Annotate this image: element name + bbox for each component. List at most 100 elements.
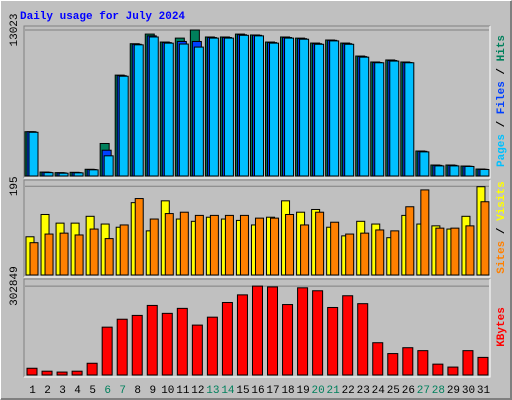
bar bbox=[179, 211, 189, 276]
x-tick-label: 13 bbox=[206, 385, 219, 397]
x-tick-label: 19 bbox=[296, 385, 309, 397]
x-tick-label: 17 bbox=[266, 385, 279, 397]
bar bbox=[269, 42, 280, 177]
bar bbox=[360, 232, 370, 276]
bar bbox=[315, 211, 325, 276]
legend: KBytes bbox=[496, 307, 508, 347]
x-tick-label: 11 bbox=[176, 385, 190, 397]
bar bbox=[390, 230, 400, 276]
x-tick-label: 29 bbox=[447, 385, 460, 397]
chart-title: Daily usage for July 2024 bbox=[20, 11, 185, 23]
bar bbox=[59, 232, 69, 276]
bar bbox=[359, 56, 370, 177]
bar bbox=[161, 312, 173, 376]
x-tick-label: 30 bbox=[462, 385, 475, 397]
legend-entry: Visits bbox=[496, 181, 508, 221]
bar bbox=[312, 290, 324, 376]
bar bbox=[118, 75, 129, 177]
bar bbox=[297, 287, 309, 376]
bar bbox=[329, 40, 340, 177]
bar bbox=[88, 169, 99, 177]
x-tick-label: 6 bbox=[104, 385, 111, 397]
legend-separator: / bbox=[496, 221, 508, 241]
x-tick-label: 27 bbox=[417, 385, 430, 397]
bar bbox=[146, 304, 158, 376]
bar bbox=[253, 35, 264, 177]
bar bbox=[251, 285, 263, 376]
plot-bevel-light bbox=[24, 180, 491, 278]
bar bbox=[402, 347, 414, 376]
bar bbox=[131, 314, 143, 376]
bar bbox=[239, 214, 249, 276]
legend-entry: KBytes bbox=[496, 307, 508, 347]
bar bbox=[133, 44, 144, 177]
bar bbox=[43, 172, 54, 177]
bar bbox=[238, 34, 249, 177]
x-tick-label: 25 bbox=[387, 385, 400, 397]
bar bbox=[28, 131, 39, 177]
bar bbox=[342, 295, 354, 376]
bar bbox=[270, 217, 280, 276]
bar bbox=[449, 165, 460, 177]
bar bbox=[300, 224, 310, 276]
bar bbox=[209, 214, 219, 276]
bar bbox=[44, 233, 54, 276]
bar bbox=[447, 366, 459, 376]
bar bbox=[134, 198, 144, 276]
bar bbox=[104, 238, 114, 276]
bar bbox=[74, 234, 84, 276]
bar bbox=[480, 201, 490, 276]
bar bbox=[89, 228, 99, 276]
plot-bevel-dark bbox=[23, 278, 490, 377]
bar bbox=[327, 306, 339, 376]
bar bbox=[375, 229, 385, 276]
x-tick-label: 26 bbox=[402, 385, 415, 397]
bar bbox=[236, 294, 248, 376]
bar bbox=[387, 353, 399, 376]
bar bbox=[314, 43, 325, 177]
legend: Sites / Visits bbox=[496, 181, 508, 273]
bar bbox=[223, 37, 234, 177]
x-tick-label: 22 bbox=[342, 385, 355, 397]
bar bbox=[357, 303, 369, 376]
bar bbox=[178, 43, 189, 177]
x-tick-label: 8 bbox=[134, 385, 141, 397]
x-tick-label: 20 bbox=[312, 385, 325, 397]
x-tick-label: 21 bbox=[327, 385, 341, 397]
bar bbox=[344, 43, 355, 177]
bar bbox=[73, 172, 84, 177]
x-tick-label: 2 bbox=[44, 385, 51, 397]
bar bbox=[434, 165, 445, 177]
bar bbox=[282, 304, 294, 376]
plot-bevel-dark bbox=[23, 179, 490, 277]
bar bbox=[389, 60, 400, 177]
x-tick-label: 12 bbox=[191, 385, 204, 397]
x-tick-label: 24 bbox=[372, 385, 386, 397]
bar bbox=[224, 214, 234, 276]
bar bbox=[299, 38, 310, 177]
x-tick-label: 10 bbox=[161, 385, 174, 397]
bar bbox=[405, 206, 415, 276]
x-tick-label: 15 bbox=[236, 385, 249, 397]
bar bbox=[163, 42, 174, 177]
bar bbox=[419, 151, 430, 177]
bar bbox=[148, 36, 159, 177]
bar bbox=[56, 371, 68, 376]
bar bbox=[29, 242, 39, 276]
x-tick-label: 9 bbox=[149, 385, 156, 397]
bar bbox=[477, 356, 489, 376]
bar bbox=[372, 342, 384, 376]
x-tick-label: 3 bbox=[59, 385, 66, 397]
x-tick-label: 16 bbox=[251, 385, 264, 397]
x-tick-label: 14 bbox=[221, 385, 235, 397]
legend-entry: Sites bbox=[496, 241, 508, 274]
x-tick-label: 5 bbox=[89, 385, 96, 397]
bar bbox=[432, 363, 444, 376]
bar bbox=[41, 370, 53, 376]
bar bbox=[86, 362, 98, 376]
bar bbox=[330, 221, 340, 276]
bar bbox=[164, 213, 174, 276]
bar bbox=[149, 218, 159, 276]
